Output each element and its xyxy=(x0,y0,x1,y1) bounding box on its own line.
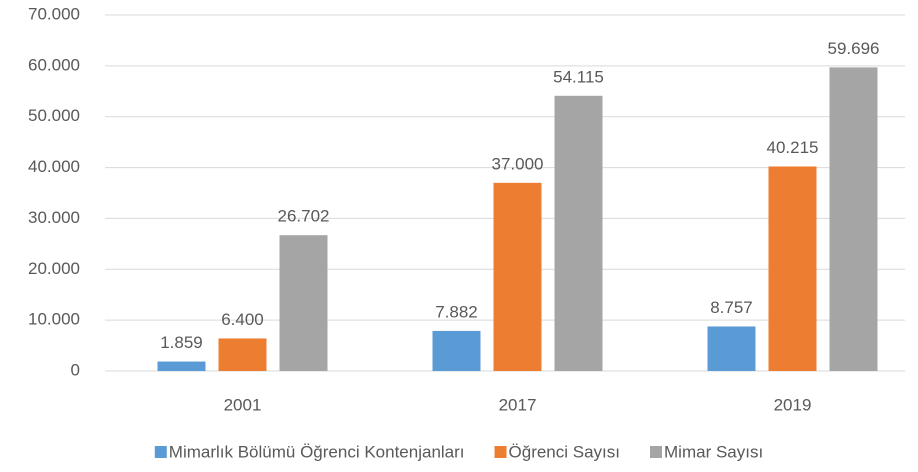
data-label: 1.859 xyxy=(160,333,203,352)
bar xyxy=(157,361,206,371)
y-tick-label: 70.000 xyxy=(28,4,80,23)
data-label: 8.757 xyxy=(710,298,753,317)
legend-label: Öğrenci Sayısı xyxy=(509,442,621,461)
y-tick-label: 30.000 xyxy=(28,208,80,227)
bar xyxy=(554,95,603,372)
y-tick-label: 60.000 xyxy=(28,55,80,74)
y-tick-label: 20.000 xyxy=(28,259,80,278)
legend-swatch xyxy=(154,446,167,458)
data-label: 59.696 xyxy=(828,39,880,58)
bar xyxy=(432,330,481,371)
bar xyxy=(218,338,267,371)
y-tick-label: 50.000 xyxy=(28,106,80,125)
data-label: 40.215 xyxy=(767,138,819,157)
x-tick-label: 2019 xyxy=(774,395,812,414)
y-tick-label: 0 xyxy=(71,360,80,379)
x-tick-label: 2001 xyxy=(224,395,262,414)
legend-swatch xyxy=(494,446,507,458)
data-label: 7.882 xyxy=(435,302,478,321)
legend-label: Mimar Sayısı xyxy=(664,442,763,461)
bar xyxy=(829,67,878,371)
y-tick-label: 10.000 xyxy=(28,310,80,329)
bar xyxy=(279,235,328,371)
bar xyxy=(707,326,756,371)
x-tick-label: 2017 xyxy=(499,395,537,414)
legend-label: Mimarlık Bölümü Öğrenci Kontenjanları xyxy=(169,442,465,461)
y-tick-label: 40.000 xyxy=(28,157,80,176)
bar xyxy=(768,166,817,371)
data-label: 26.702 xyxy=(278,207,330,226)
data-label: 37.000 xyxy=(492,154,544,173)
bar xyxy=(493,182,542,371)
legend-swatch xyxy=(650,446,663,458)
data-label: 6.400 xyxy=(221,310,264,329)
data-label: 54.115 xyxy=(553,67,604,86)
